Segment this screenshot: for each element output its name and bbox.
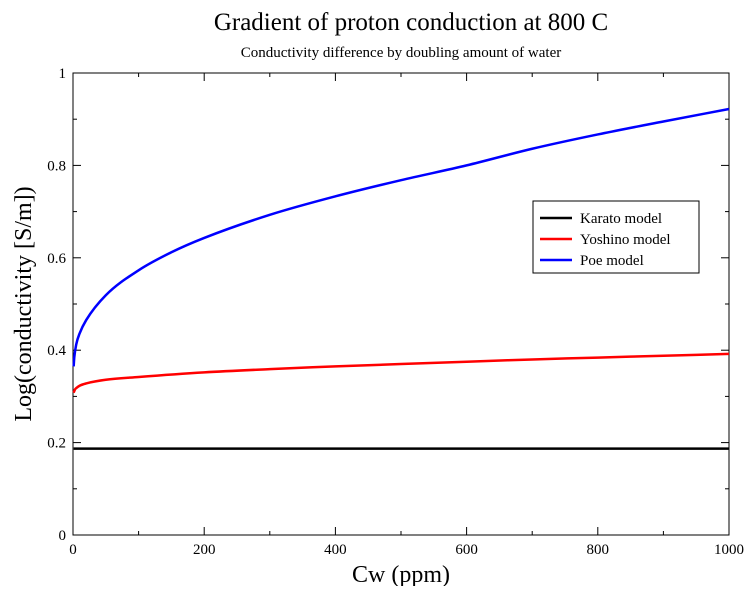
legend: Karato model Yoshino model Poe model (532, 200, 700, 274)
x-tick-label: 600 (455, 542, 478, 558)
x-tick-label: 0 (69, 542, 77, 558)
chart-title: Gradient of proton conduction at 800 C (214, 9, 608, 36)
x-tick-label: 800 (587, 542, 610, 558)
y-tick-label: 0 (59, 528, 67, 544)
x-tick-label: 200 (193, 542, 216, 558)
y-axis-label: Log(conductivity [S/m]) (11, 186, 37, 421)
chart-subtitle: Conductivity difference by doubling amou… (241, 45, 561, 61)
y-tick-label: 1 (59, 66, 67, 82)
y-tick-label: 0.2 (47, 436, 66, 452)
y-axis-ticks: 0 0.2 0.4 0.6 0.8 1 (47, 66, 729, 544)
plot-frame (72, 72, 730, 536)
legend-label-poe-model: Poe model (580, 253, 644, 269)
y-tick-label: 0.4 (47, 343, 66, 359)
y-tick-label: 0.8 (47, 158, 66, 174)
series-lines (72, 107, 730, 450)
series-line-yoshino-model (72, 352, 730, 394)
legend-label-yoshino-model: Yoshino model (580, 232, 671, 248)
x-tick-label: 400 (324, 542, 347, 558)
x-tick-label: 1000 (714, 542, 744, 558)
x-axis-ticks: 0 200 400 600 800 1000 (69, 73, 744, 558)
legend-label-karato-model: Karato model (580, 211, 662, 227)
y-tick-label: 0.6 (47, 251, 66, 267)
series-line-poe-model (72, 107, 730, 367)
x-axis-label: Cw (ppm) (352, 562, 450, 586)
